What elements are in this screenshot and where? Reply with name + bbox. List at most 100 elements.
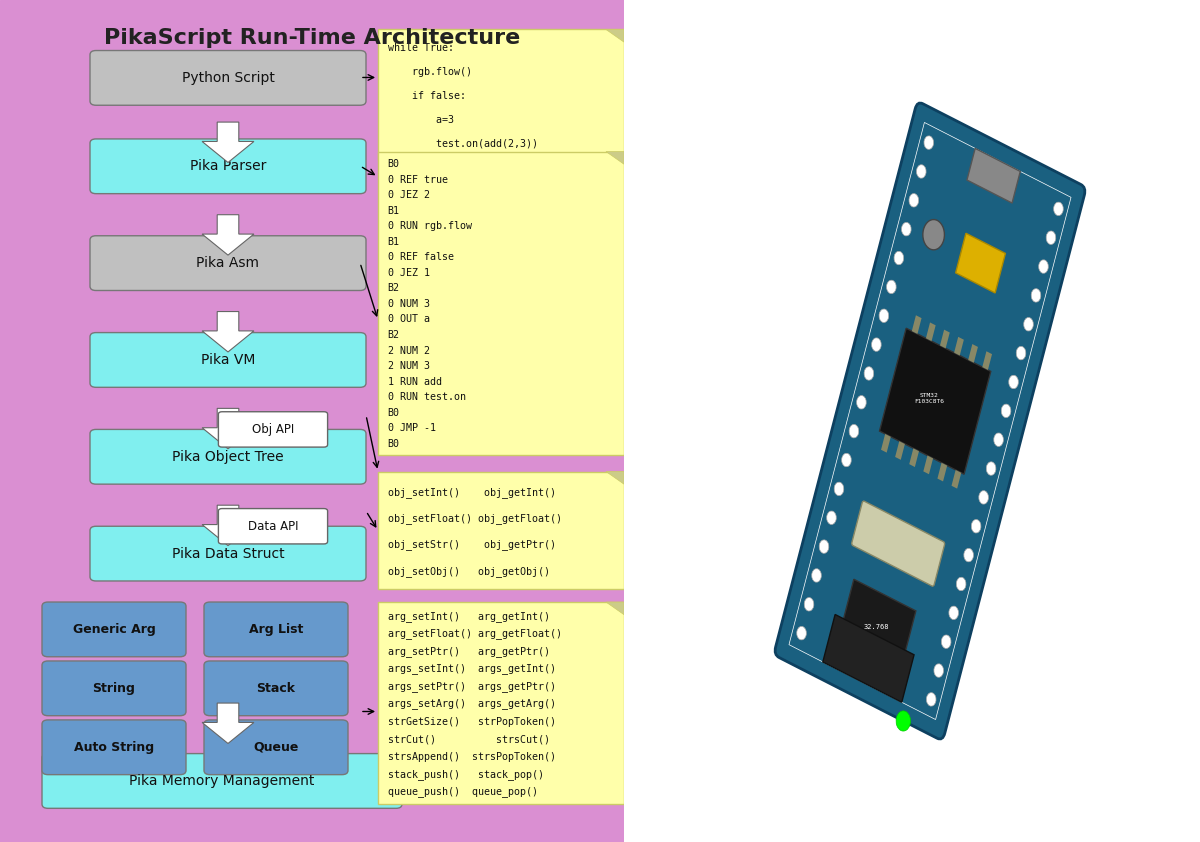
FancyBboxPatch shape <box>880 328 991 474</box>
Text: args_setPtr()  args_getPtr(): args_setPtr() args_getPtr() <box>388 681 556 692</box>
FancyBboxPatch shape <box>937 463 947 482</box>
FancyBboxPatch shape <box>90 333 366 387</box>
Polygon shape <box>202 408 254 449</box>
Circle shape <box>864 367 874 381</box>
Circle shape <box>1054 202 1063 216</box>
Circle shape <box>901 222 911 236</box>
FancyBboxPatch shape <box>952 470 961 488</box>
Polygon shape <box>606 29 624 42</box>
Circle shape <box>820 540 829 553</box>
Polygon shape <box>202 312 254 352</box>
Circle shape <box>857 396 866 409</box>
Text: args_setInt()  args_getInt(): args_setInt() args_getInt() <box>388 663 556 674</box>
Text: arg_setPtr()   arg_getPtr(): arg_setPtr() arg_getPtr() <box>388 646 550 657</box>
Circle shape <box>804 598 814 611</box>
Text: 32.768: 32.768 <box>864 624 889 630</box>
FancyBboxPatch shape <box>90 51 366 105</box>
FancyBboxPatch shape <box>968 344 978 363</box>
Text: B0: B0 <box>388 408 400 418</box>
FancyBboxPatch shape <box>983 351 992 370</box>
FancyBboxPatch shape <box>218 509 328 544</box>
Text: Data API: Data API <box>247 520 299 533</box>
Text: stack_push()   stack_pop(): stack_push() stack_pop() <box>388 769 544 780</box>
Text: 2 NUM 3: 2 NUM 3 <box>388 361 430 371</box>
Circle shape <box>871 338 881 351</box>
Circle shape <box>827 511 836 525</box>
Text: Auto String: Auto String <box>74 741 154 754</box>
Circle shape <box>841 453 851 466</box>
FancyBboxPatch shape <box>926 322 936 341</box>
Polygon shape <box>202 703 254 743</box>
Text: strsAppend()  strsPopToken(): strsAppend() strsPopToken() <box>388 752 556 762</box>
Text: 0 OUT a: 0 OUT a <box>388 314 430 324</box>
FancyBboxPatch shape <box>852 501 944 586</box>
FancyBboxPatch shape <box>218 412 328 447</box>
Circle shape <box>887 280 896 294</box>
Text: Stack: Stack <box>257 682 295 695</box>
Circle shape <box>986 461 996 475</box>
FancyBboxPatch shape <box>90 526 366 581</box>
FancyBboxPatch shape <box>204 602 348 657</box>
FancyBboxPatch shape <box>204 720 348 775</box>
Circle shape <box>1009 376 1019 389</box>
Circle shape <box>956 578 966 591</box>
Circle shape <box>949 606 959 620</box>
FancyBboxPatch shape <box>90 429 366 484</box>
Text: B0: B0 <box>388 439 400 449</box>
Text: while True:: while True: <box>388 44 454 53</box>
FancyBboxPatch shape <box>910 448 919 467</box>
Circle shape <box>1046 231 1056 244</box>
FancyBboxPatch shape <box>42 720 186 775</box>
Text: obj_setFloat() obj_getFloat(): obj_setFloat() obj_getFloat() <box>388 514 562 524</box>
Circle shape <box>1039 260 1049 274</box>
Text: Pika Data Struct: Pika Data Struct <box>172 546 284 561</box>
Text: Pika Object Tree: Pika Object Tree <box>172 450 284 464</box>
FancyBboxPatch shape <box>940 330 949 349</box>
Text: queue_push()  queue_pop(): queue_push() queue_pop() <box>388 786 538 797</box>
Text: String: String <box>92 682 136 695</box>
Text: 2 NUM 2: 2 NUM 2 <box>388 345 430 355</box>
Polygon shape <box>606 472 624 484</box>
FancyBboxPatch shape <box>42 602 186 657</box>
Text: Pika Parser: Pika Parser <box>190 159 266 173</box>
Text: Pika Memory Management: Pika Memory Management <box>130 774 314 788</box>
Circle shape <box>994 433 1003 446</box>
Text: 0 JEZ 1: 0 JEZ 1 <box>388 268 430 278</box>
Polygon shape <box>202 505 254 546</box>
Text: B2: B2 <box>388 284 400 293</box>
Text: arg_setFloat() arg_getFloat(): arg_setFloat() arg_getFloat() <box>388 628 562 639</box>
Text: 0 RUN rgb.flow: 0 RUN rgb.flow <box>388 221 472 232</box>
Polygon shape <box>202 215 254 255</box>
Circle shape <box>941 635 950 648</box>
Text: Obj API: Obj API <box>252 423 294 436</box>
Circle shape <box>971 520 980 533</box>
Polygon shape <box>202 122 254 163</box>
Circle shape <box>1024 317 1033 331</box>
Text: arg_setInt()   arg_getInt(): arg_setInt() arg_getInt() <box>388 610 550 621</box>
Text: STM32
F103C8T6: STM32 F103C8T6 <box>914 393 944 404</box>
Polygon shape <box>606 602 624 615</box>
Text: Arg List: Arg List <box>248 623 304 636</box>
Text: 0 REF false: 0 REF false <box>388 253 454 262</box>
Circle shape <box>896 711 911 731</box>
Text: a=3: a=3 <box>388 115 454 125</box>
FancyBboxPatch shape <box>42 754 402 808</box>
Circle shape <box>834 482 844 496</box>
FancyBboxPatch shape <box>840 579 916 666</box>
Text: strCut()          strsCut(): strCut() strsCut() <box>388 734 550 744</box>
FancyBboxPatch shape <box>954 337 964 355</box>
FancyBboxPatch shape <box>204 661 348 716</box>
Circle shape <box>979 491 989 504</box>
FancyBboxPatch shape <box>378 152 624 455</box>
FancyBboxPatch shape <box>823 615 914 702</box>
FancyBboxPatch shape <box>923 456 934 474</box>
Text: obj_setInt()    obj_getInt(): obj_setInt() obj_getInt() <box>388 487 556 498</box>
Circle shape <box>934 663 943 677</box>
Circle shape <box>917 165 926 179</box>
FancyBboxPatch shape <box>775 103 1085 739</box>
Circle shape <box>1031 289 1040 302</box>
FancyBboxPatch shape <box>378 29 624 160</box>
Circle shape <box>926 693 936 706</box>
Text: PikaScript Run-Time Architecture: PikaScript Run-Time Architecture <box>104 28 520 48</box>
Text: B1: B1 <box>388 237 400 247</box>
